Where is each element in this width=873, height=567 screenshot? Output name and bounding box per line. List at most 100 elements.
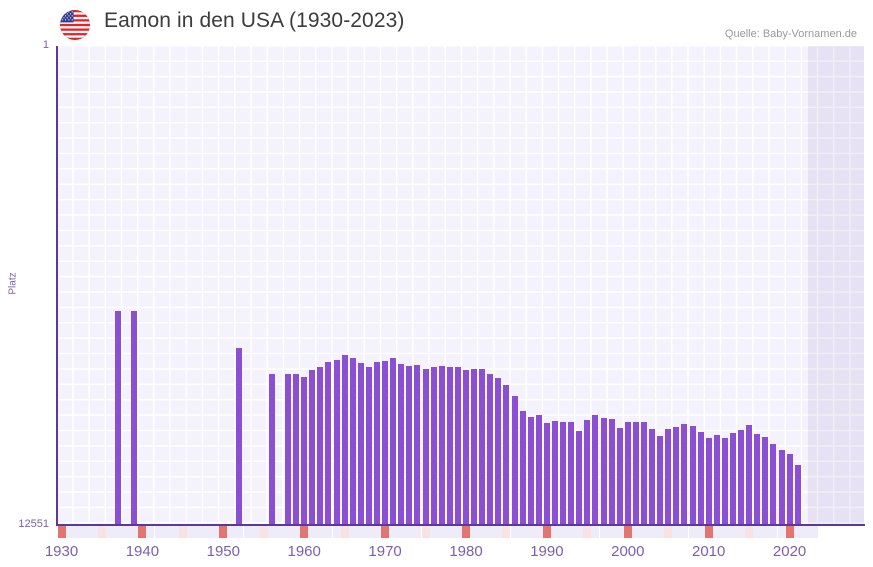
x-axis-tick-label: 1980	[449, 543, 483, 560]
bar[interactable]	[689, 426, 696, 524]
bar[interactable]	[665, 429, 672, 524]
bar[interactable]	[463, 369, 469, 524]
bar[interactable]	[309, 369, 316, 524]
bar[interactable]	[681, 423, 688, 524]
x-axis-tick-mark	[526, 526, 535, 538]
bar[interactable]	[390, 357, 397, 524]
x-axis-tick-mark	[615, 526, 624, 538]
x-axis-tick-mark	[591, 526, 600, 538]
bar[interactable]	[325, 362, 332, 524]
bar[interactable]	[786, 454, 793, 524]
bar[interactable]	[115, 311, 122, 524]
x-axis-tick-mark	[227, 526, 236, 538]
bar[interactable]	[365, 367, 372, 524]
x-axis-tick-label: 2020	[772, 543, 807, 560]
bar[interactable]	[349, 357, 356, 524]
x-axis-tick-mark	[445, 526, 454, 538]
bar[interactable]	[632, 421, 639, 524]
x-axis-tick-label: 1930	[44, 543, 79, 560]
bar[interactable]	[762, 436, 769, 524]
bar[interactable]	[560, 421, 567, 524]
bar[interactable]	[438, 365, 445, 524]
bar[interactable]	[382, 360, 389, 524]
bar[interactable]	[487, 373, 494, 524]
x-axis-tick-mark	[203, 526, 212, 538]
bar[interactable]	[479, 368, 486, 524]
bar[interactable]	[341, 355, 348, 524]
bar[interactable]	[640, 422, 647, 524]
x-axis-tick-mark	[405, 526, 414, 538]
bar[interactable]	[616, 427, 623, 524]
bar[interactable]	[746, 425, 753, 524]
bar[interactable]	[770, 444, 777, 524]
bar[interactable]	[608, 419, 615, 524]
bar[interactable]	[527, 416, 534, 524]
x-axis-tick-mark	[550, 526, 559, 538]
x-axis-tick-labels: 1930 1940 1950 1960 1970 1980 1990 2000 2010 2020	[0, 543, 873, 567]
bar[interactable]	[430, 366, 437, 524]
bar[interactable]	[301, 377, 308, 524]
x-axis-tick-mark	[364, 526, 373, 538]
bar[interactable]	[398, 363, 405, 524]
bar[interactable]	[584, 419, 591, 524]
bar[interactable]	[568, 422, 575, 524]
bar[interactable]	[649, 429, 656, 524]
x-axis-tick-mark	[777, 526, 786, 538]
bar[interactable]	[576, 431, 583, 524]
bar[interactable]	[551, 420, 558, 524]
bar[interactable]	[357, 362, 364, 524]
bar[interactable]	[503, 384, 510, 524]
bar[interactable]	[268, 373, 275, 524]
x-axis-tick-mark	[607, 526, 616, 538]
x-axis-tick-mark	[745, 526, 754, 538]
x-axis-tick-mark	[340, 526, 349, 538]
x-axis-tick-mark	[381, 526, 390, 538]
x-axis-tick-mark	[65, 526, 74, 538]
bar[interactable]	[471, 368, 478, 524]
bar[interactable]	[657, 435, 664, 524]
x-axis-tick-mark	[122, 526, 131, 538]
bar[interactable]	[673, 426, 680, 524]
bar[interactable]	[293, 374, 300, 524]
bar[interactable]	[446, 367, 453, 524]
bar[interactable]	[374, 362, 380, 524]
bar[interactable]	[705, 437, 712, 524]
bar[interactable]	[454, 367, 461, 524]
bar[interactable]	[535, 414, 542, 524]
x-axis-tick-mark	[437, 526, 446, 538]
x-axis-tick-mark	[389, 526, 398, 538]
bar[interactable]	[495, 378, 502, 524]
x-axis-tick-label: 1990	[530, 543, 564, 560]
x-axis-tick-mark	[567, 526, 576, 538]
plot-area	[57, 46, 864, 524]
x-axis-tick-mark	[356, 526, 365, 538]
bar[interactable]	[317, 366, 324, 524]
bar[interactable]	[333, 359, 340, 524]
bar[interactable]	[778, 450, 785, 524]
bar[interactable]	[511, 396, 518, 524]
x-axis-tick-mark	[235, 526, 244, 538]
x-axis-tick-label: 1940	[125, 543, 160, 560]
us-flag-icon	[60, 10, 90, 40]
bar[interactable]	[624, 422, 631, 524]
bar[interactable]	[131, 311, 138, 524]
x-axis-tick-mark	[478, 526, 487, 538]
bar[interactable]	[754, 433, 761, 524]
bar[interactable]	[519, 410, 526, 524]
bar[interactable]	[713, 435, 720, 524]
bar[interactable]	[422, 368, 429, 524]
x-axis-tick-mark	[575, 526, 584, 538]
bar[interactable]	[738, 429, 745, 524]
bar[interactable]	[543, 423, 550, 524]
bar[interactable]	[414, 365, 421, 524]
bar[interactable]	[794, 464, 801, 524]
bar[interactable]	[285, 374, 292, 524]
bar[interactable]	[729, 432, 736, 524]
bar[interactable]	[406, 365, 413, 524]
bar[interactable]	[236, 348, 243, 524]
bar[interactable]	[697, 432, 704, 524]
bar[interactable]	[592, 415, 599, 524]
bar[interactable]	[600, 418, 607, 524]
bar[interactable]	[721, 437, 728, 524]
x-axis-tick-mark	[259, 526, 268, 538]
